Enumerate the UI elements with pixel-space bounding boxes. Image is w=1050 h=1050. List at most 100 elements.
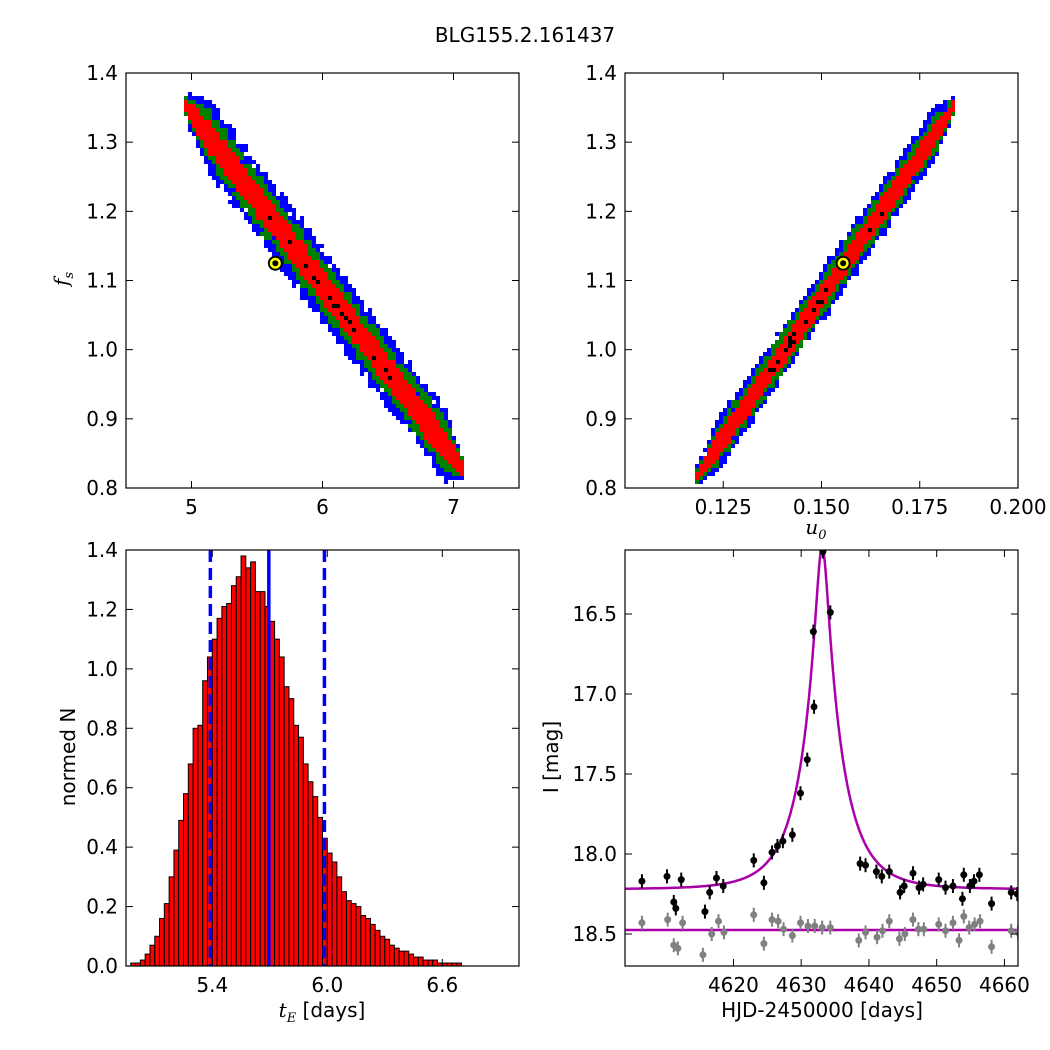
sigma1-region (264, 196, 268, 200)
sigma2-region (332, 320, 336, 324)
sigma1-region (759, 372, 763, 376)
sigma3-region (863, 208, 867, 212)
sigma3-region (360, 312, 364, 316)
sigma2-region (304, 280, 308, 284)
sigma1-region (268, 224, 272, 228)
sigma3-region (208, 104, 212, 108)
sigma2-region (372, 372, 376, 376)
sigma3-region (751, 420, 755, 424)
sigma3-region (312, 244, 316, 248)
sigma2-region (260, 224, 264, 228)
sigma3-region (284, 196, 288, 200)
sigma2-region (324, 308, 328, 312)
sigma1-region (428, 420, 432, 424)
sigma3-region (336, 272, 340, 276)
sigma1-region (703, 460, 707, 464)
xlabel-te: tE [days] (279, 998, 366, 1026)
sigma3-region (448, 424, 452, 428)
sigma2-region (392, 400, 396, 404)
sigma2-region (292, 264, 296, 268)
sigma3-region (212, 176, 216, 180)
sigma1-region (795, 340, 799, 344)
sigma1-region (907, 164, 911, 168)
sigma3-region (368, 380, 372, 384)
sigma2-region (264, 228, 268, 232)
sigma2-region (428, 400, 432, 404)
data-point-black (810, 703, 818, 711)
sigma1-region (440, 428, 444, 432)
sigma3-region (372, 384, 376, 388)
sigma3-region (823, 312, 827, 316)
sigma1-region (412, 396, 416, 400)
sigma2-region (827, 264, 831, 268)
sigma1-region (791, 328, 795, 332)
sigma2-region (388, 352, 392, 356)
sigma2-region (256, 180, 260, 184)
sigma1-region (703, 464, 707, 468)
sigma1-region (412, 392, 416, 396)
sigma1-region (935, 128, 939, 132)
sigma3-region (352, 352, 356, 356)
sigma1-region (907, 176, 911, 180)
sigma2-region (915, 144, 919, 148)
sigma2-region (332, 280, 336, 284)
sigma1-region (292, 260, 296, 264)
sigma2-region (256, 176, 260, 180)
sigma3-region (396, 356, 400, 360)
sigma2-region (743, 388, 747, 392)
sigma3-region (396, 352, 400, 356)
sigma1-region (332, 292, 336, 296)
sigma3-region (859, 216, 863, 220)
sigma1-region (915, 156, 919, 160)
sigma2-region (360, 316, 364, 320)
sigma3-region (344, 352, 348, 356)
sigma1-region (252, 200, 256, 204)
sigma1-region (719, 440, 723, 444)
sigma1-region (903, 168, 907, 172)
sigma3-region (268, 184, 272, 188)
sigma2-region (352, 344, 356, 348)
sigma2-region (931, 116, 935, 120)
sigma2-region (739, 424, 743, 428)
sigma2-region (871, 200, 875, 204)
sigma2-region (875, 228, 879, 232)
sigma2-region (911, 144, 915, 148)
sigma2-region (711, 436, 715, 440)
sigma1-region (260, 204, 264, 208)
sigma1-region (320, 268, 324, 272)
sigma2-region (428, 448, 432, 452)
sigma1-region (887, 196, 891, 200)
sigma1-region (931, 132, 935, 136)
data-point-black (1007, 888, 1015, 896)
sigma3-region (719, 412, 723, 416)
sigma3-region (855, 264, 859, 268)
sigma3-region (224, 184, 228, 188)
sigma1-region (356, 328, 360, 332)
sigma3-region (939, 108, 943, 112)
sigma2-region (807, 328, 811, 332)
sigma1-region (264, 200, 268, 204)
data-point-gray (971, 920, 979, 928)
sigma2-region (340, 332, 344, 336)
sigma3-region (400, 420, 404, 424)
sigma2-region (875, 200, 879, 204)
sigma2-region (839, 252, 843, 256)
x-tick-label: 0.200 (989, 495, 1046, 519)
sigma3-region (771, 388, 775, 392)
sigma3-region (436, 400, 440, 404)
sigma2-region (771, 352, 775, 356)
sigma1-region (735, 408, 739, 412)
sigma1-region (368, 344, 372, 348)
sigma2-region (803, 304, 807, 308)
sigma2-region (412, 420, 416, 424)
sigma1-region (767, 364, 771, 368)
sigma1-region (444, 444, 448, 448)
sigma1-region (276, 212, 280, 216)
sigma1-region (747, 404, 751, 408)
sigma1-region (715, 440, 719, 444)
sigma3-region (280, 200, 284, 204)
data-point-black (750, 856, 758, 864)
sigma3-region (767, 392, 771, 396)
sigma3-region (747, 380, 751, 384)
y-tick-label: 0.4 (86, 835, 118, 859)
